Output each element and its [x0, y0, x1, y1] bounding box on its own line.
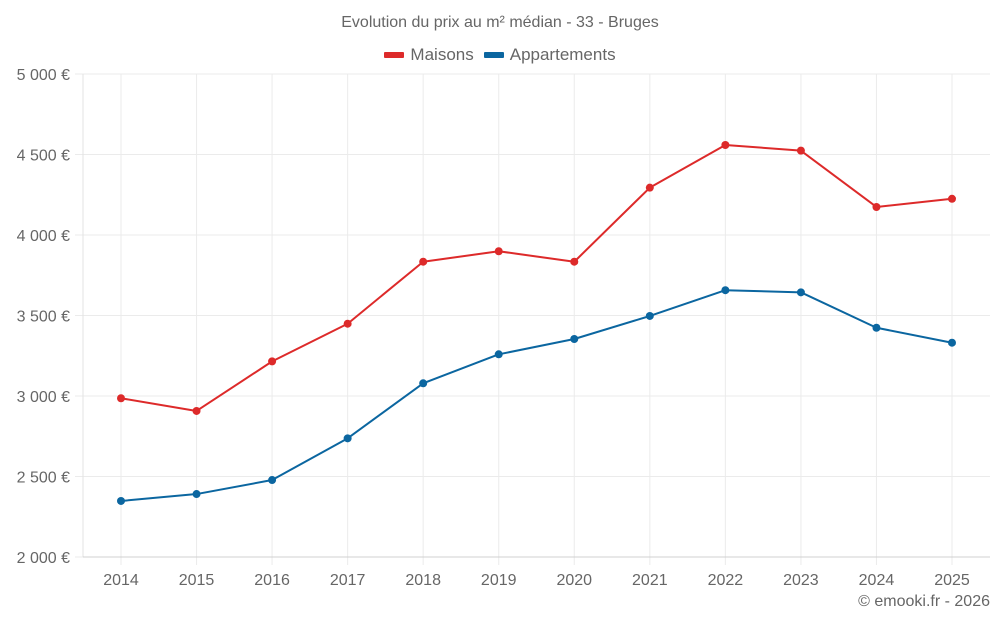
- x-tick-label: 2023: [783, 572, 819, 589]
- legend-swatch-maisons: [384, 52, 405, 58]
- x-tick-label: 2025: [934, 572, 970, 589]
- data-point-appartements: [343, 434, 352, 443]
- data-point-maisons: [343, 319, 352, 328]
- data-point-maisons: [796, 146, 805, 155]
- data-point-maisons: [419, 257, 428, 266]
- x-tick-label: 2020: [556, 572, 592, 589]
- data-point-appartements: [570, 335, 579, 344]
- data-point-appartements: [645, 311, 654, 320]
- data-point-appartements: [419, 379, 428, 388]
- grid: [75, 73, 990, 565]
- y-tick-label: 4 000 €: [17, 228, 70, 245]
- y-tick-label: 2 000 €: [17, 550, 70, 567]
- series-line-appartements: [120, 289, 953, 502]
- data-point-maisons: [494, 247, 503, 256]
- data-point-maisons: [192, 406, 201, 415]
- x-tick-label: 2019: [481, 572, 517, 589]
- y-tick-label: 3 000 €: [17, 389, 70, 406]
- data-point-maisons: [948, 194, 956, 203]
- x-tick-label: 2016: [254, 572, 290, 589]
- legend-label-appartements: Appartements: [509, 45, 616, 64]
- x-tick-label: 2014: [103, 572, 139, 589]
- legend-item-maisons[interactable]: Maisons: [384, 45, 474, 65]
- data-point-maisons: [117, 394, 125, 403]
- data-point-appartements: [872, 323, 881, 332]
- x-tick-label: 2022: [708, 572, 744, 589]
- chart-title: Evolution du prix au m² médian - 33 - Br…: [341, 14, 659, 31]
- axes: 2 000 € 2 500 € 3 000 € 3 500 € 4 000 € 4 500…: [17, 67, 990, 589]
- data-point-maisons: [721, 141, 730, 150]
- x-tick-label: 2021: [632, 572, 668, 589]
- y-tick-label: 2 500 €: [17, 470, 70, 487]
- legend-swatch-appartements: [483, 52, 504, 58]
- data-point-maisons: [268, 357, 277, 366]
- y-tick-label: 3 500 €: [17, 309, 70, 326]
- series: [117, 141, 956, 505]
- data-point-appartements: [494, 350, 503, 359]
- data-point-appartements: [721, 286, 730, 295]
- data-point-maisons: [645, 183, 654, 192]
- legend-item-appartements[interactable]: Appartements: [483, 45, 616, 65]
- data-point-appartements: [796, 288, 805, 297]
- data-point-maisons: [872, 202, 881, 211]
- y-tick-label: 5 000 €: [17, 67, 70, 84]
- x-tick-label: 2024: [859, 572, 895, 589]
- credit-text: © emooki.fr - 2026: [858, 593, 990, 610]
- x-tick-label: 2018: [405, 572, 441, 589]
- data-point-appartements: [268, 476, 277, 485]
- y-tick-label: 4 500 €: [17, 148, 70, 165]
- x-tick-label: 2015: [179, 572, 215, 589]
- series-line-maisons: [120, 144, 953, 412]
- legend-label-maisons: Maisons: [410, 45, 474, 64]
- data-point-appartements: [948, 338, 956, 347]
- legend: Maisons Appartements: [0, 45, 1000, 65]
- data-point-maisons: [570, 257, 579, 266]
- x-tick-label: 2017: [330, 572, 366, 589]
- data-point-appartements: [117, 496, 125, 505]
- data-point-appartements: [192, 490, 201, 499]
